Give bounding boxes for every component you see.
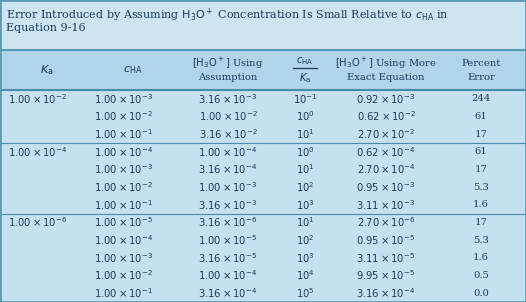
Text: $[\mathrm{H_3O^+}]$ Using More: $[\mathrm{H_3O^+}]$ Using More bbox=[335, 56, 437, 71]
Text: $3.16 \times 10^{-3}$: $3.16 \times 10^{-3}$ bbox=[198, 92, 258, 106]
Text: $2.70 \times 10^{-6}$: $2.70 \times 10^{-6}$ bbox=[357, 216, 415, 230]
Text: $3.16 \times 10^{-6}$: $3.16 \times 10^{-6}$ bbox=[198, 216, 258, 230]
Bar bbox=[0, 0, 526, 50]
Text: $10^{1}$: $10^{1}$ bbox=[296, 127, 315, 141]
Text: Equation 9-16: Equation 9-16 bbox=[6, 23, 86, 33]
Text: 0.5: 0.5 bbox=[473, 271, 489, 280]
Text: 0.0: 0.0 bbox=[473, 289, 489, 298]
Text: $1.00 \times 10^{-3}$: $1.00 \times 10^{-3}$ bbox=[94, 162, 153, 176]
Text: Exact Equation: Exact Equation bbox=[347, 72, 425, 82]
Text: $1.00 \times 10^{-1}$: $1.00 \times 10^{-1}$ bbox=[94, 127, 153, 141]
Text: $3.16 \times 10^{-3}$: $3.16 \times 10^{-3}$ bbox=[198, 198, 258, 212]
Text: $[\mathrm{H_3O^+}]$ Using: $[\mathrm{H_3O^+}]$ Using bbox=[192, 56, 264, 71]
Text: Error: Error bbox=[467, 72, 495, 82]
Text: $1.00 \times 10^{-4}$: $1.00 \times 10^{-4}$ bbox=[94, 233, 153, 247]
Text: $1.00 \times 10^{-4}$: $1.00 \times 10^{-4}$ bbox=[94, 145, 153, 159]
Text: $0.95 \times 10^{-5}$: $0.95 \times 10^{-5}$ bbox=[357, 233, 416, 247]
Text: 5.3: 5.3 bbox=[473, 183, 489, 192]
Text: $1.00 \times 10^{-5}$: $1.00 \times 10^{-5}$ bbox=[94, 216, 153, 230]
Text: $10^{3}$: $10^{3}$ bbox=[296, 251, 315, 265]
Text: $10^{2}$: $10^{2}$ bbox=[296, 233, 314, 247]
Text: $0.62 \times 10^{-4}$: $0.62 \times 10^{-4}$ bbox=[357, 145, 416, 159]
Text: $0.62 \times 10^{-2}$: $0.62 \times 10^{-2}$ bbox=[357, 110, 416, 124]
Text: $10^{3}$: $10^{3}$ bbox=[296, 198, 315, 212]
Text: $10^{1}$: $10^{1}$ bbox=[296, 216, 315, 230]
Text: 1.6: 1.6 bbox=[473, 253, 489, 262]
Text: $\mathit{K}_\mathrm{a}$: $\mathit{K}_\mathrm{a}$ bbox=[40, 63, 54, 77]
Text: $3.16 \times 10^{-2}$: $3.16 \times 10^{-2}$ bbox=[198, 127, 257, 141]
Text: $1.00 \times 10^{-2}$: $1.00 \times 10^{-2}$ bbox=[94, 268, 153, 282]
Text: $10^{0}$: $10^{0}$ bbox=[296, 145, 315, 159]
Text: 244: 244 bbox=[471, 94, 491, 103]
Text: $10^{4}$: $10^{4}$ bbox=[296, 268, 315, 282]
Text: $1.00 \times 10^{-6}$: $1.00 \times 10^{-6}$ bbox=[8, 216, 67, 230]
Text: $\mathit{c}_\mathrm{HA}$: $\mathit{c}_\mathrm{HA}$ bbox=[296, 55, 313, 67]
Text: $1.00 \times 10^{-3}$: $1.00 \times 10^{-3}$ bbox=[198, 180, 258, 194]
Text: $0.95 \times 10^{-3}$: $0.95 \times 10^{-3}$ bbox=[357, 180, 416, 194]
Text: Percent: Percent bbox=[461, 59, 501, 68]
Text: $0.92 \times 10^{-3}$: $0.92 \times 10^{-3}$ bbox=[357, 92, 416, 106]
Text: $3.16 \times 10^{-4}$: $3.16 \times 10^{-4}$ bbox=[357, 286, 416, 300]
Text: $1.00 \times 10^{-3}$: $1.00 \times 10^{-3}$ bbox=[94, 92, 153, 106]
Text: $10^{-1}$: $10^{-1}$ bbox=[293, 92, 317, 106]
Text: Error Introduced by Assuming $\mathrm{H_3O^+}$ Concentration Is Small Relative t: Error Introduced by Assuming $\mathrm{H_… bbox=[6, 7, 449, 24]
Text: 17: 17 bbox=[474, 130, 488, 139]
Text: $10^{2}$: $10^{2}$ bbox=[296, 180, 314, 194]
Text: $10^{5}$: $10^{5}$ bbox=[296, 286, 315, 300]
Text: $1.00 \times 10^{-2}$: $1.00 \times 10^{-2}$ bbox=[94, 110, 153, 124]
Text: $1.00 \times 10^{-2}$: $1.00 \times 10^{-2}$ bbox=[8, 92, 67, 106]
Text: $\mathit{K}_\mathrm{a}$: $\mathit{K}_\mathrm{a}$ bbox=[299, 71, 311, 85]
Text: $3.16 \times 10^{-4}$: $3.16 \times 10^{-4}$ bbox=[198, 162, 258, 176]
Text: 17: 17 bbox=[474, 218, 488, 227]
Bar bbox=[0, 50, 526, 90]
Text: $1.00 \times 10^{-4}$: $1.00 \times 10^{-4}$ bbox=[8, 145, 67, 159]
Text: $1.00 \times 10^{-2}$: $1.00 \times 10^{-2}$ bbox=[198, 110, 257, 124]
Text: $1.00 \times 10^{-4}$: $1.00 \times 10^{-4}$ bbox=[198, 268, 258, 282]
Text: $3.11 \times 10^{-3}$: $3.11 \times 10^{-3}$ bbox=[357, 198, 416, 212]
Text: $1.00 \times 10^{-1}$: $1.00 \times 10^{-1}$ bbox=[94, 286, 153, 300]
Text: $3.16 \times 10^{-4}$: $3.16 \times 10^{-4}$ bbox=[198, 286, 258, 300]
Text: $10^{0}$: $10^{0}$ bbox=[296, 110, 315, 124]
Text: $1.00 \times 10^{-4}$: $1.00 \times 10^{-4}$ bbox=[198, 145, 258, 159]
Text: $3.16 \times 10^{-5}$: $3.16 \times 10^{-5}$ bbox=[198, 251, 258, 265]
Text: 17: 17 bbox=[474, 165, 488, 174]
Text: 1.6: 1.6 bbox=[473, 200, 489, 209]
Text: $2.70 \times 10^{-4}$: $2.70 \times 10^{-4}$ bbox=[357, 162, 415, 176]
Text: Assumption: Assumption bbox=[198, 72, 258, 82]
Text: $9.95 \times 10^{-5}$: $9.95 \times 10^{-5}$ bbox=[357, 268, 416, 282]
Text: $\mathit{c}_\mathrm{HA}$: $\mathit{c}_\mathrm{HA}$ bbox=[123, 64, 143, 76]
Text: $1.00 \times 10^{-5}$: $1.00 \times 10^{-5}$ bbox=[198, 233, 258, 247]
Text: $3.11 \times 10^{-5}$: $3.11 \times 10^{-5}$ bbox=[357, 251, 416, 265]
Text: $1.00 \times 10^{-1}$: $1.00 \times 10^{-1}$ bbox=[94, 198, 153, 212]
Text: $1.00 \times 10^{-2}$: $1.00 \times 10^{-2}$ bbox=[94, 180, 153, 194]
Text: 61: 61 bbox=[474, 112, 488, 121]
Text: 5.3: 5.3 bbox=[473, 236, 489, 245]
Text: 61: 61 bbox=[474, 147, 488, 156]
Text: $2.70 \times 10^{-2}$: $2.70 \times 10^{-2}$ bbox=[357, 127, 415, 141]
Text: $10^{1}$: $10^{1}$ bbox=[296, 162, 315, 176]
Text: $1.00 \times 10^{-3}$: $1.00 \times 10^{-3}$ bbox=[94, 251, 153, 265]
